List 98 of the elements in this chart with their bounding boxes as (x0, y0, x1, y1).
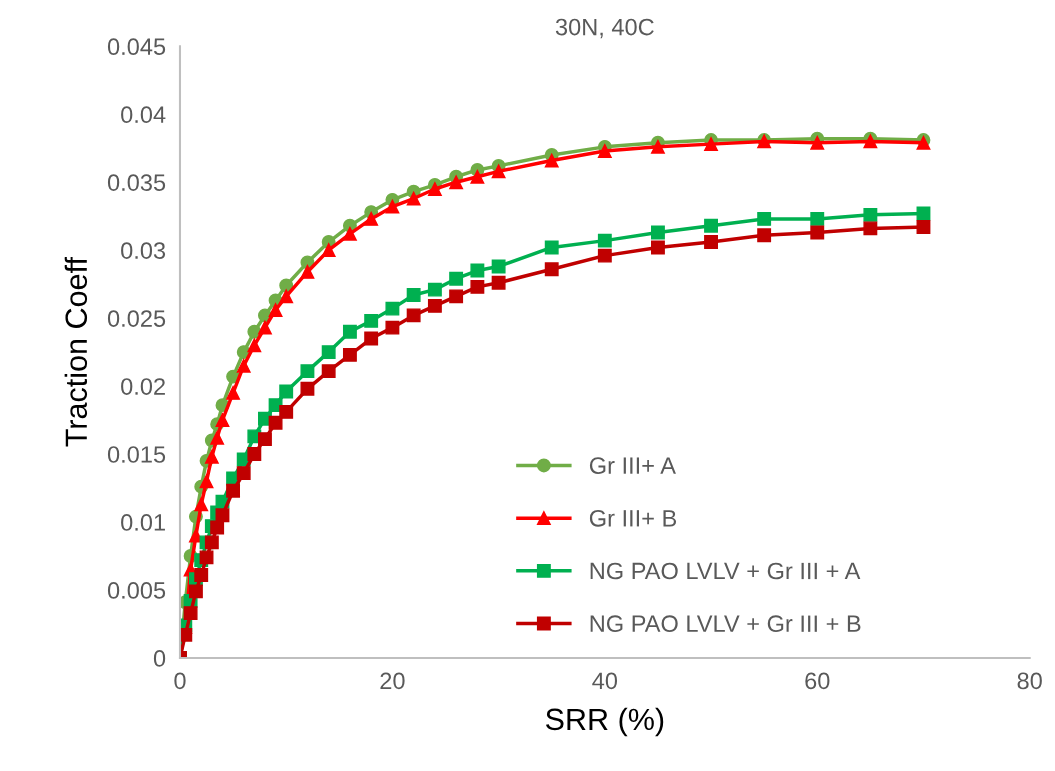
y-tick-label: 0.005 (107, 582, 166, 599)
y-tick-label: 0.02 (121, 378, 165, 395)
point (204, 535, 219, 550)
y-tick-label: 0 (153, 650, 166, 667)
point (215, 508, 230, 523)
legend-label: NG PAO LVLV + Gr III + A (590, 562, 861, 580)
x-tick-label: 40 (592, 672, 618, 690)
point (268, 415, 283, 430)
point (704, 235, 718, 249)
point (491, 164, 506, 179)
point (704, 137, 718, 152)
point (470, 279, 485, 294)
point (427, 182, 442, 196)
point (597, 143, 612, 158)
point (183, 606, 198, 621)
point (210, 520, 225, 535)
point (199, 474, 214, 489)
point (199, 550, 214, 565)
x-tick-label: 60 (805, 672, 830, 690)
point (449, 175, 464, 190)
point (757, 228, 772, 243)
point (650, 139, 665, 154)
point (427, 282, 442, 297)
legend-label: Gr III+ A (589, 457, 676, 474)
point (342, 347, 357, 362)
y-tick-label: 0.04 (121, 106, 166, 124)
point (650, 225, 665, 240)
point (279, 289, 294, 304)
point (179, 627, 193, 642)
x-tick-label: 80 (1017, 672, 1042, 690)
point (300, 364, 315, 379)
point (300, 381, 315, 396)
point (236, 358, 251, 373)
point (364, 211, 379, 226)
point (385, 320, 400, 335)
point (916, 220, 931, 234)
x-tick-label: 0 (174, 672, 186, 690)
point (342, 324, 357, 339)
point (757, 211, 772, 226)
chart-title: 30N, 40C (555, 18, 654, 39)
point (279, 404, 294, 419)
point (342, 226, 357, 241)
point (470, 169, 485, 184)
point (650, 240, 665, 255)
point (258, 320, 272, 335)
y-tick-label: 0.01 (121, 514, 165, 531)
y-tick-label: 0.025 (107, 310, 166, 327)
point (321, 243, 336, 258)
y-tick-label: 0.015 (107, 446, 166, 463)
point (810, 211, 825, 226)
y-tick-label: 0.035 (107, 174, 166, 191)
point (449, 289, 464, 304)
point (406, 288, 421, 302)
point (597, 233, 612, 248)
point (268, 303, 283, 317)
point (406, 308, 421, 323)
point (544, 153, 559, 168)
point (279, 384, 294, 399)
point (704, 218, 718, 233)
point (810, 225, 825, 240)
point (449, 271, 464, 286)
point (321, 345, 336, 360)
point (364, 313, 379, 328)
point (215, 413, 230, 428)
legend-label: Gr III+ B (589, 509, 677, 527)
point (204, 449, 219, 464)
point (427, 298, 442, 313)
point (210, 430, 225, 445)
point (247, 338, 262, 353)
point (247, 447, 262, 462)
point (597, 248, 612, 263)
x-tick-label: 20 (380, 672, 405, 690)
point (385, 199, 400, 214)
legend-label: NG PAO LVLV + Gr III + B (590, 615, 861, 633)
point (364, 331, 379, 346)
point (188, 584, 203, 599)
point (491, 259, 506, 274)
point (491, 275, 506, 290)
y-axis-title: Traction Coeff (64, 256, 88, 447)
point (300, 264, 315, 279)
x-axis-title: SRR (%) (545, 707, 664, 737)
y-tick-label: 0.045 (107, 38, 166, 56)
point (544, 240, 559, 255)
point (544, 262, 559, 277)
point (258, 432, 272, 447)
point (194, 497, 209, 512)
point (194, 568, 209, 582)
point (226, 385, 241, 400)
y-tick-label: 0.03 (121, 242, 166, 259)
point (810, 135, 825, 150)
point (385, 301, 400, 316)
point (863, 207, 878, 222)
point (863, 221, 878, 236)
point (470, 263, 485, 278)
point (226, 483, 241, 498)
point (406, 191, 421, 206)
point (321, 364, 336, 379)
point (236, 466, 251, 481)
